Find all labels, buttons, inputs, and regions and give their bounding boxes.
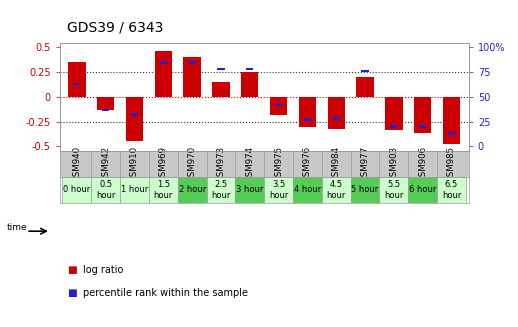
Bar [264, 177, 293, 203]
Text: ■: ■ [67, 265, 77, 275]
Text: time: time [7, 223, 27, 232]
Text: GSM976: GSM976 [303, 146, 312, 182]
Bar [408, 177, 437, 203]
Bar [102, 109, 109, 111]
Bar [126, 97, 143, 141]
Bar [241, 72, 258, 97]
Text: log ratio: log ratio [83, 265, 123, 275]
Text: 3.5
hour: 3.5 hour [269, 180, 289, 199]
Text: 6 hour: 6 hour [409, 185, 436, 194]
Bar [304, 118, 311, 121]
Bar [356, 77, 373, 97]
Text: GDS39 / 6343: GDS39 / 6343 [67, 20, 164, 34]
Bar [443, 97, 460, 145]
Text: 1 hour: 1 hour [121, 185, 148, 194]
Text: GSM969: GSM969 [159, 146, 168, 182]
Text: GSM942: GSM942 [101, 146, 110, 182]
Bar [63, 177, 91, 203]
Bar [333, 117, 340, 120]
Text: GSM974: GSM974 [245, 146, 254, 182]
Bar [327, 97, 345, 129]
Text: 2 hour: 2 hour [179, 185, 206, 194]
Text: GSM910: GSM910 [130, 146, 139, 182]
Text: 0 hour: 0 hour [63, 185, 91, 194]
Bar [212, 82, 229, 97]
Text: 3 hour: 3 hour [236, 185, 264, 194]
Bar [120, 177, 149, 203]
Bar [246, 68, 253, 70]
Bar [189, 61, 196, 63]
Bar [97, 97, 114, 110]
Bar [322, 177, 351, 203]
Bar [437, 177, 466, 203]
Text: GSM984: GSM984 [332, 146, 341, 182]
Bar [362, 70, 369, 72]
Bar [275, 104, 282, 106]
Text: 5.5
hour: 5.5 hour [384, 180, 404, 199]
Bar [390, 125, 397, 128]
Text: GSM940: GSM940 [73, 146, 81, 182]
Bar [414, 97, 431, 132]
Bar [149, 177, 178, 203]
Bar [207, 177, 235, 203]
Bar [68, 62, 85, 97]
Bar [131, 113, 138, 116]
Bar [293, 177, 322, 203]
Text: 4.5
hour: 4.5 hour [326, 180, 346, 199]
Bar [73, 83, 80, 85]
Text: ■: ■ [67, 288, 77, 298]
Bar [218, 68, 225, 70]
Bar [419, 125, 426, 128]
Bar [380, 177, 408, 203]
Bar [235, 177, 264, 203]
Bar [91, 177, 120, 203]
Text: GSM973: GSM973 [217, 146, 225, 182]
Text: GSM903: GSM903 [390, 146, 398, 182]
Text: 4 hour: 4 hour [294, 185, 321, 194]
Bar [448, 132, 455, 135]
Text: 6.5
hour: 6.5 hour [442, 180, 461, 199]
Text: 1.5
hour: 1.5 hour [154, 180, 173, 199]
Text: 5 hour: 5 hour [351, 185, 379, 194]
Text: 2.5
hour: 2.5 hour [211, 180, 231, 199]
Bar [270, 97, 287, 115]
Bar [299, 97, 316, 127]
Bar [183, 57, 201, 97]
Text: GSM977: GSM977 [361, 146, 369, 182]
Text: GSM906: GSM906 [418, 146, 427, 182]
Text: GSM975: GSM975 [274, 146, 283, 182]
Bar [160, 61, 167, 63]
Text: GSM985: GSM985 [447, 146, 456, 182]
Bar [351, 177, 380, 203]
Bar [385, 97, 402, 129]
Text: GSM970: GSM970 [188, 146, 197, 182]
Text: 0.5
hour: 0.5 hour [96, 180, 116, 199]
Bar [155, 51, 172, 97]
Text: percentile rank within the sample: percentile rank within the sample [83, 288, 248, 298]
Bar [178, 177, 207, 203]
